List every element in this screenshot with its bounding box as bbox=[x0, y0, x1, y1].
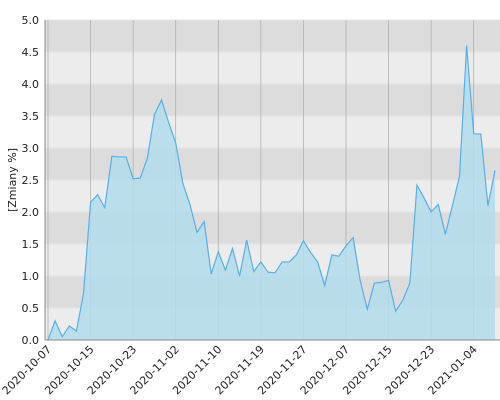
y-tick-label: 0.5 bbox=[22, 302, 40, 315]
grid-band bbox=[45, 52, 500, 84]
area bbox=[48, 45, 495, 340]
y-tick-label: 3.5 bbox=[22, 110, 40, 123]
grid-band bbox=[45, 84, 500, 116]
y-tick-label: 0.0 bbox=[22, 334, 40, 347]
y-tick-label: 2.0 bbox=[22, 206, 40, 219]
y-tick-label: 1.0 bbox=[22, 270, 40, 283]
line bbox=[47, 45, 496, 341]
y-axis-title: [Zmiany %] bbox=[6, 148, 19, 212]
y-tick-label: 1.5 bbox=[22, 238, 40, 251]
grid-band bbox=[45, 20, 500, 52]
y-tick-label: 5.0 bbox=[22, 14, 40, 27]
y-tick-label: 4.5 bbox=[22, 46, 40, 59]
y-tick-label: 4.0 bbox=[22, 78, 40, 91]
grid-band bbox=[45, 116, 500, 148]
y-tick-label: 3.0 bbox=[22, 142, 40, 155]
y-tick-label: 2.5 bbox=[22, 174, 40, 187]
